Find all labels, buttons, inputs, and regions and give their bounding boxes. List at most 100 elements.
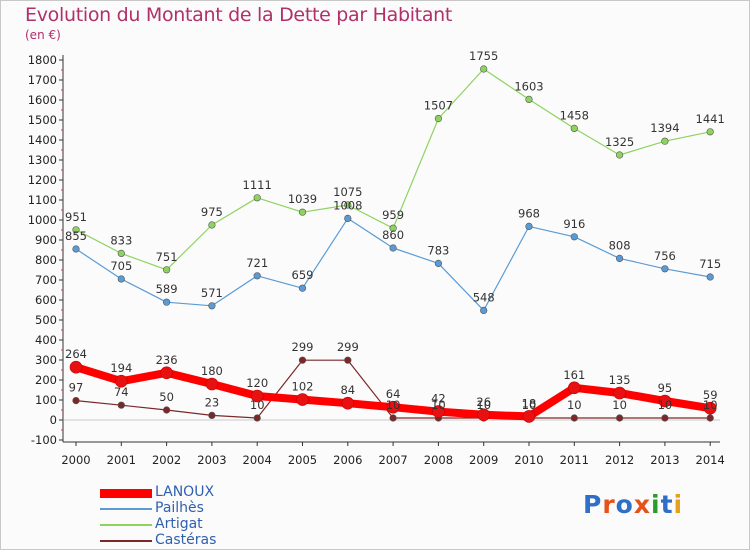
data-label: 571 xyxy=(201,286,223,300)
data-point xyxy=(117,401,125,409)
x-tick-label: 2000 xyxy=(61,453,90,467)
data-point xyxy=(658,394,672,408)
data-point xyxy=(253,272,261,280)
data-label: 860 xyxy=(382,228,404,242)
data-point xyxy=(115,374,128,388)
data-point xyxy=(163,266,171,274)
data-label: 10 xyxy=(703,398,718,412)
legend-swatch xyxy=(100,488,152,498)
data-point xyxy=(389,414,397,422)
y-tick-label: 900 xyxy=(35,233,57,247)
data-labels: 264 194 236 180 120 102 84 64 42 26 18 161 135 95 59 85… xyxy=(65,49,725,412)
data-point xyxy=(205,377,219,391)
y-tick-label: 0 xyxy=(50,413,57,427)
x-tick-label: 2004 xyxy=(243,453,272,467)
y-tick-label: 300 xyxy=(35,353,57,367)
y-tick-label: 800 xyxy=(35,253,57,267)
unit-label: (en €) xyxy=(25,28,61,42)
x-tick-label: 2012 xyxy=(605,453,634,467)
data-point xyxy=(160,366,173,380)
legend-label: LANOUX xyxy=(155,484,215,500)
data-point xyxy=(661,137,669,145)
logo-letter: i xyxy=(673,490,684,519)
data-point xyxy=(570,233,578,241)
data-point xyxy=(117,275,125,283)
data-label: 102 xyxy=(292,380,314,394)
data-point xyxy=(706,414,714,422)
data-point xyxy=(208,302,216,310)
data-point xyxy=(298,356,307,364)
data-point xyxy=(661,414,669,422)
data-point xyxy=(344,356,352,364)
y-tick-label: 100 xyxy=(35,393,57,407)
series-pailhès xyxy=(72,214,714,315)
y-tick-label: 500 xyxy=(35,313,57,327)
data-point xyxy=(432,405,445,418)
data-label: 10 xyxy=(658,398,673,412)
data-point xyxy=(567,381,581,395)
y-tick-label: -100 xyxy=(31,433,57,447)
data-label: 10 xyxy=(431,398,446,412)
x-tick-label: 2002 xyxy=(152,453,181,467)
x-tick-label: 2013 xyxy=(650,453,679,467)
data-label: 959 xyxy=(382,208,404,222)
data-label: 161 xyxy=(563,368,585,382)
data-point xyxy=(72,397,80,405)
x-tick-label: 2006 xyxy=(333,453,362,467)
data-label: 84 xyxy=(340,383,355,397)
data-point xyxy=(661,265,669,273)
x-tick-label: 2001 xyxy=(107,453,136,467)
x-tick-label: 2014 xyxy=(696,453,725,467)
data-label: 10 xyxy=(522,398,537,412)
x-tick-label: 2009 xyxy=(469,453,498,467)
data-point xyxy=(72,245,80,253)
y-tick-label: 1600 xyxy=(28,93,57,107)
x-tick-label: 2007 xyxy=(378,453,407,467)
logo-letter: i xyxy=(651,490,661,519)
legend-swatch xyxy=(100,540,152,542)
data-point xyxy=(480,65,488,73)
data-point xyxy=(208,411,216,420)
data-label: 1111 xyxy=(243,178,272,192)
data-label: 1441 xyxy=(696,112,725,126)
data-label: 10 xyxy=(386,398,401,412)
data-label: 299 xyxy=(292,340,314,354)
data-label: 705 xyxy=(110,259,132,273)
data-point xyxy=(298,284,307,292)
data-label: 1039 xyxy=(288,192,317,206)
data-point xyxy=(615,254,624,262)
logo-letter: x xyxy=(633,490,651,519)
data-point xyxy=(434,259,443,268)
data-point xyxy=(525,95,533,103)
y-tick-label: 1400 xyxy=(28,133,57,147)
data-label: 589 xyxy=(156,282,178,296)
data-label: 1394 xyxy=(650,121,679,135)
y-tick-label: 1800 xyxy=(28,53,57,67)
data-label: 951 xyxy=(65,210,87,224)
data-label: 756 xyxy=(654,249,676,263)
data-label: 1755 xyxy=(469,49,498,63)
data-point xyxy=(163,298,171,306)
data-label: 18 xyxy=(522,396,537,410)
x-tick-label: 2010 xyxy=(514,453,543,467)
data-point xyxy=(615,414,624,422)
series-layer xyxy=(69,65,717,423)
y-tick-label: 1300 xyxy=(28,153,57,167)
data-label: 120 xyxy=(246,376,268,390)
data-point xyxy=(703,401,717,415)
x-tick-label: 2011 xyxy=(560,453,589,467)
x-tick-label: 2005 xyxy=(288,453,317,467)
data-label: 833 xyxy=(110,233,132,247)
series-lanoux xyxy=(69,360,717,423)
data-label: 855 xyxy=(65,229,87,243)
data-point xyxy=(298,208,307,216)
data-label: 916 xyxy=(563,217,585,231)
data-point xyxy=(250,389,264,403)
logo-letter: t xyxy=(660,490,674,519)
data-label: 74 xyxy=(114,385,129,399)
data-label: 783 xyxy=(427,243,449,257)
data-point xyxy=(434,114,443,123)
data-label: 50 xyxy=(159,390,174,404)
